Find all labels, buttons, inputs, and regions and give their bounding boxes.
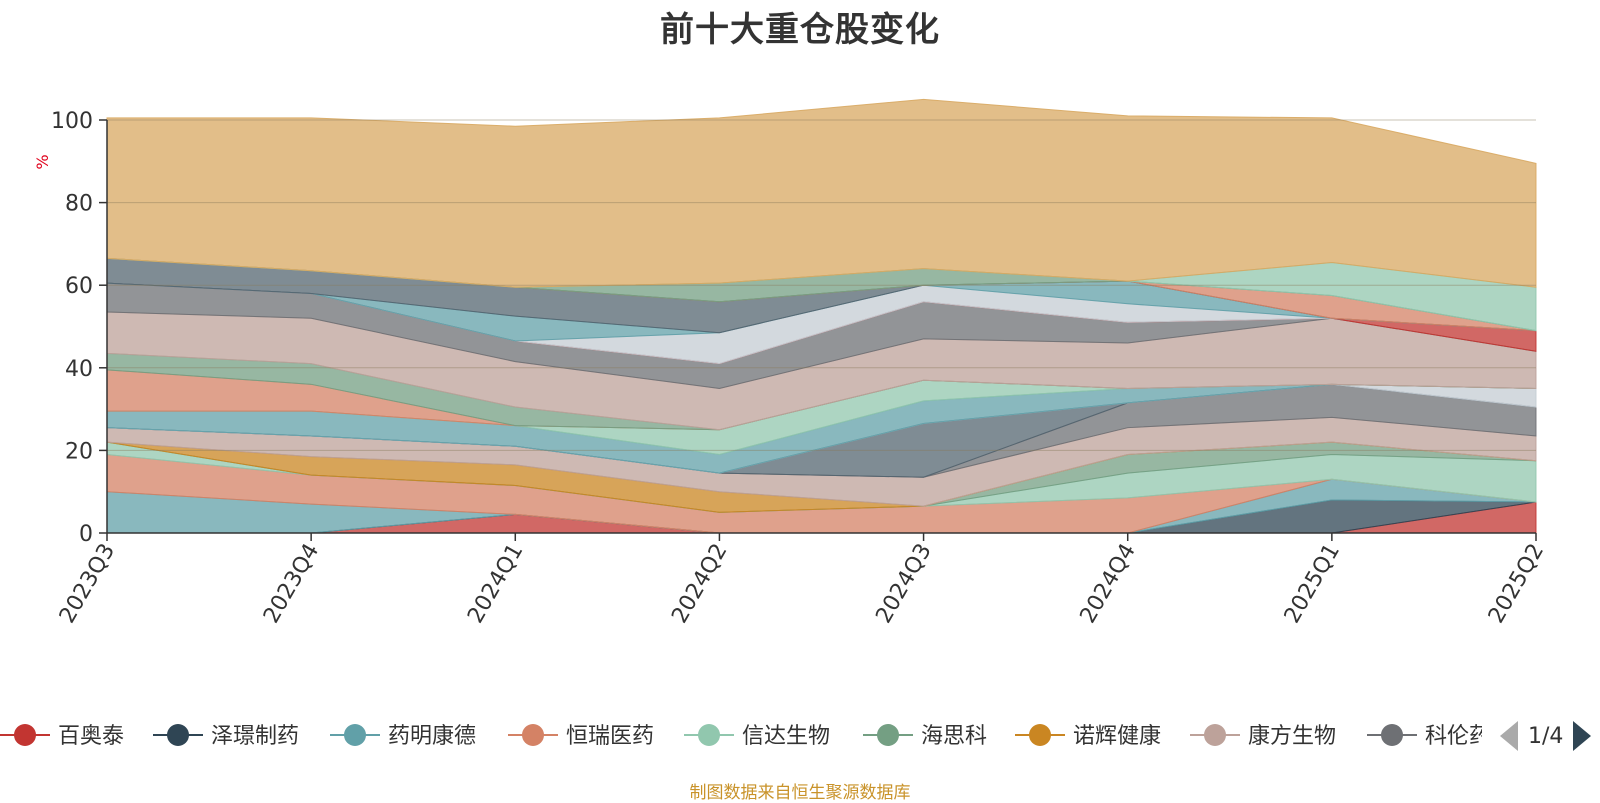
- x-tick-label: 2025Q2: [1484, 540, 1549, 628]
- legend-marker-icon: [508, 714, 558, 754]
- legend-item[interactable]: 康方生物: [1190, 714, 1336, 754]
- legend-items: 百奥泰 泽璟制药 药明康德 恒瑞医药 信达生物 海思科 诺辉健康 康方生物 科伦药业: [0, 714, 1482, 754]
- legend-marker-icon: [153, 714, 203, 754]
- grid-lines: [107, 119, 1536, 451]
- legend-item[interactable]: 海思科: [863, 714, 987, 754]
- y-tick-label: 100: [51, 109, 93, 134]
- legend-marker-icon: [1190, 714, 1240, 754]
- legend-label: 诺辉健康: [1073, 724, 1162, 749]
- legend-label: 信达生物: [742, 724, 831, 749]
- legend-label: 海思科: [921, 724, 988, 749]
- x-tick-label: 2024Q4: [1076, 540, 1141, 628]
- legend: 百奥泰 泽璟制药 药明康德 恒瑞医药 信达生物 海思科 诺辉健康 康方生物 科伦药业: [0, 714, 1600, 754]
- data-source-note: 制图数据来自恒生聚源数据库: [689, 783, 911, 803]
- stacked-area-chart: 0 20 40 60 80 100% 2023Q3 2023Q4 2024Q1 2024Q2 202…: [33, 98, 1549, 628]
- legend-item[interactable]: 药明康德: [330, 714, 476, 754]
- legend-label: 药明康德: [388, 724, 477, 749]
- legend-item[interactable]: 百奥泰: [0, 714, 124, 754]
- legend-pager: 1/4: [1500, 718, 1592, 754]
- legend-item[interactable]: 科伦药业: [1367, 714, 1482, 754]
- legend-label: 恒瑞医药: [566, 724, 655, 749]
- y-tick-label: 0: [79, 522, 93, 547]
- legend-item[interactable]: 恒瑞医药: [508, 714, 654, 754]
- legend-label: 康方生物: [1248, 724, 1337, 749]
- legend-marker-icon: [0, 714, 50, 754]
- y-tick-label: 80: [65, 192, 93, 217]
- legend-item[interactable]: 泽璟制药: [153, 714, 299, 754]
- y-axis-label: %: [33, 154, 52, 169]
- legend-marker-icon: [330, 714, 380, 754]
- chart-title: 前十大重仓股变化: [660, 10, 940, 50]
- legend-page-indicator: 1/4: [1528, 723, 1564, 749]
- legend-label: 百奥泰: [58, 724, 125, 749]
- x-tick-label: 2024Q3: [871, 540, 936, 628]
- legend-label: 科伦药业: [1425, 724, 1482, 749]
- x-tick-label: 2023Q3: [55, 540, 120, 628]
- legend-marker-icon: [1015, 714, 1065, 754]
- legend-next-page-icon[interactable]: [1573, 721, 1592, 751]
- x-tick-label: 2024Q1: [463, 540, 528, 628]
- y-tick-label: 20: [65, 439, 93, 464]
- legend-item[interactable]: 诺辉健康: [1015, 714, 1161, 754]
- legend-label: 泽璟制药: [211, 724, 300, 749]
- legend-marker-icon: [1367, 714, 1417, 754]
- legend-marker-icon: [863, 714, 913, 754]
- x-tick-label: 2025Q1: [1280, 540, 1345, 628]
- x-tick-label: 2023Q4: [259, 540, 324, 628]
- y-tick-label: 60: [65, 274, 93, 299]
- area-series-24: [106, 98, 1537, 288]
- legend-prev-page-icon[interactable]: [1500, 721, 1518, 751]
- legend-item[interactable]: 信达生物: [684, 714, 830, 754]
- y-tick-label: 40: [65, 357, 93, 382]
- x-tick-label: 2024Q2: [667, 540, 732, 628]
- area-layers: [106, 98, 1537, 534]
- legend-marker-icon: [684, 714, 734, 754]
